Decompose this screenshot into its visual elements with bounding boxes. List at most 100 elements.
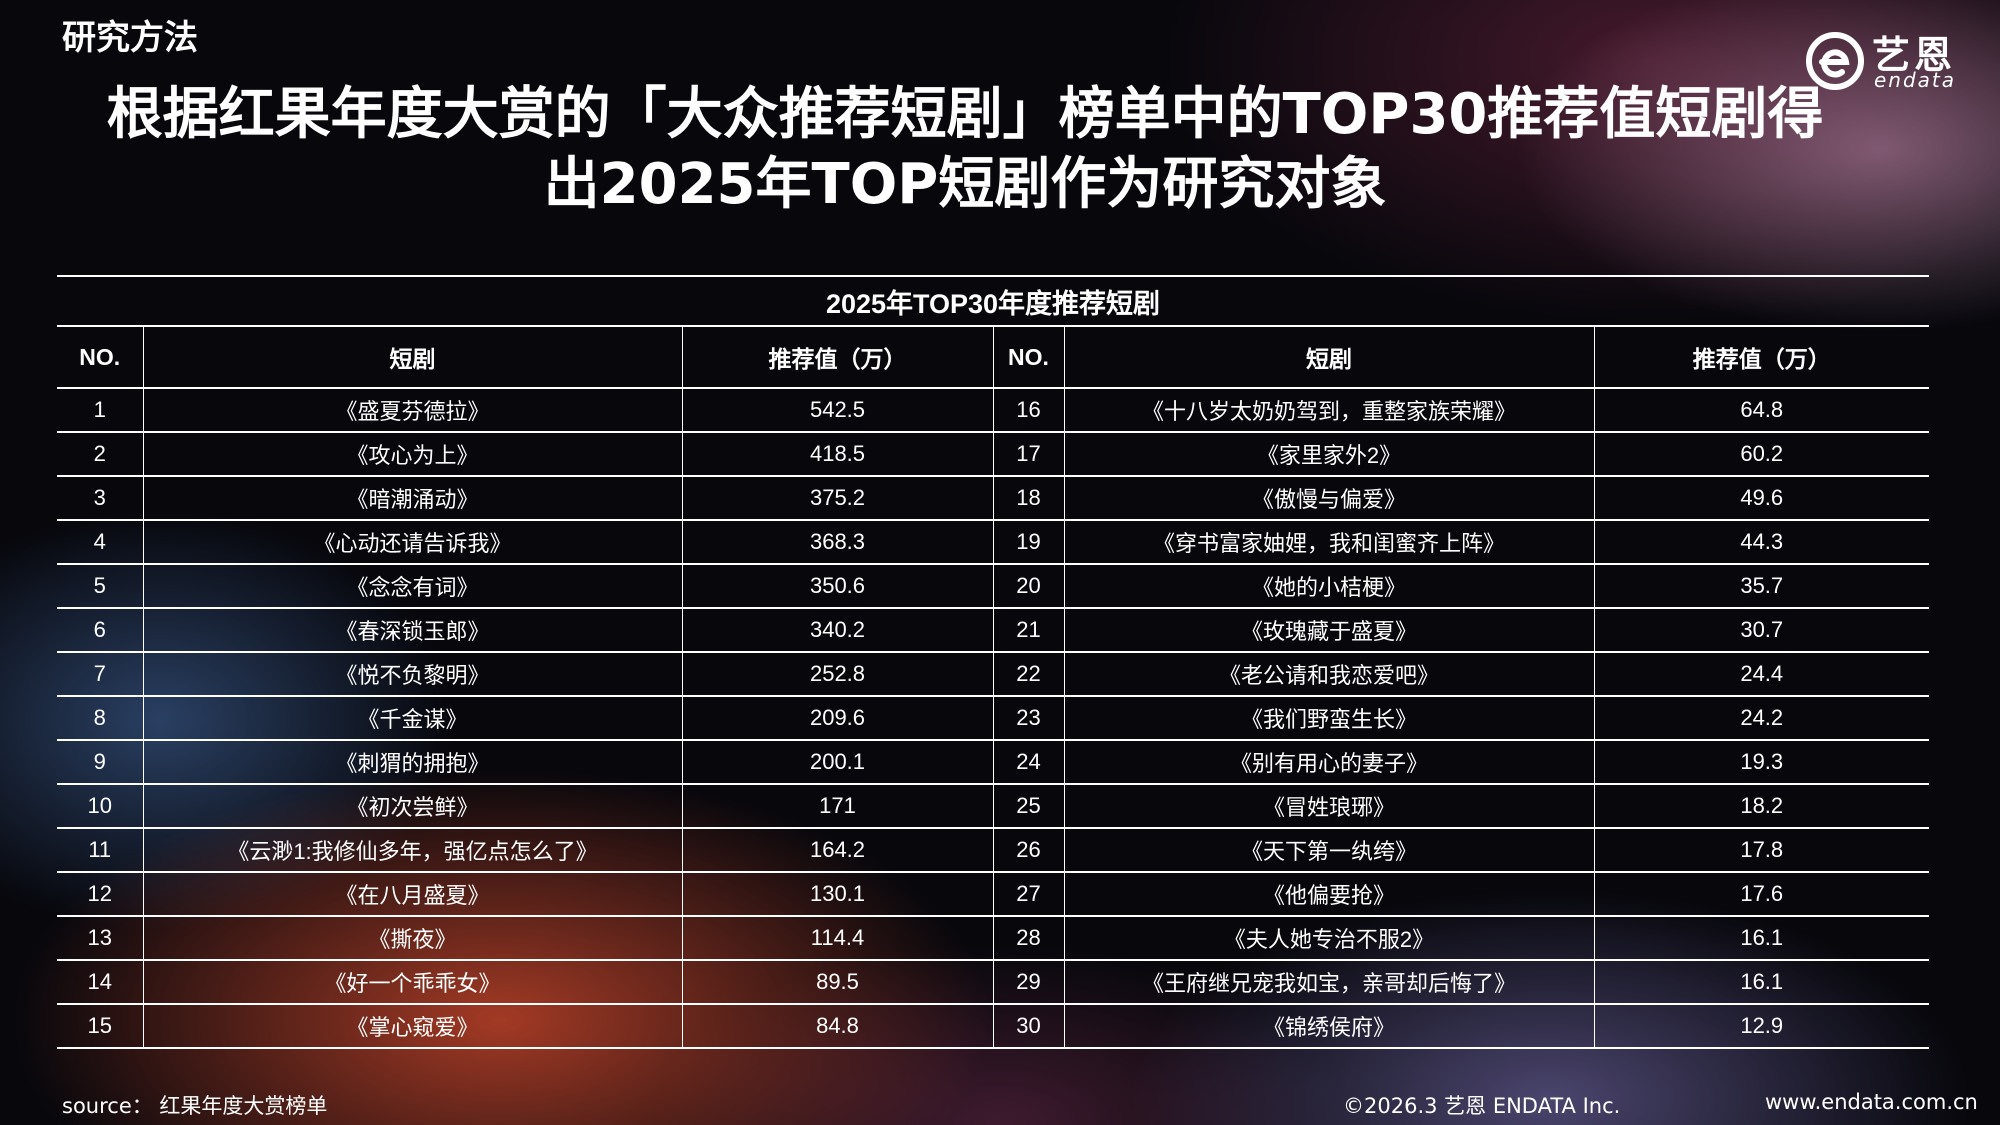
recommend-value-right: 16.1 bbox=[1593, 959, 1929, 1005]
header-value-right: 推荐值（万） bbox=[1593, 325, 1929, 389]
table-row: 2 《攻心为上》 418.5 17 《家里家外2》 60.2 bbox=[57, 431, 1929, 477]
drama-name-left: 《暗潮涌动》 bbox=[142, 475, 682, 521]
drama-name-right: 《家里家外2》 bbox=[1063, 431, 1594, 477]
rank-no-left: 3 bbox=[57, 475, 143, 521]
table-row: 3 《暗潮涌动》 375.2 18 《傲慢与偏爱》 49.6 bbox=[57, 475, 1929, 521]
recommend-value-left: 89.5 bbox=[681, 959, 993, 1005]
table-row: 8 《千金谋》 209.6 23 《我们野蛮生长》 24.2 bbox=[57, 695, 1929, 741]
rank-no-left: 2 bbox=[57, 431, 143, 477]
rank-no-right: 27 bbox=[992, 871, 1064, 917]
rank-no-left: 8 bbox=[57, 695, 143, 741]
drama-name-left: 《悦不负黎明》 bbox=[142, 651, 682, 697]
recommend-value-right: 49.6 bbox=[1593, 475, 1929, 521]
rank-no-left: 5 bbox=[57, 563, 143, 609]
drama-name-right: 《冒姓琅琊》 bbox=[1063, 783, 1594, 829]
recommend-value-right: 24.4 bbox=[1593, 651, 1929, 697]
table-row: 10 《初次尝鲜》 171 25 《冒姓琅琊》 18.2 bbox=[57, 783, 1929, 829]
rank-no-right: 25 bbox=[992, 783, 1064, 829]
logo-cn-text: 艺恩 bbox=[1872, 33, 1957, 77]
rank-no-left: 7 bbox=[57, 651, 143, 697]
header-drama-right: 短剧 bbox=[1063, 325, 1594, 389]
rank-no-right: 24 bbox=[992, 739, 1064, 785]
drama-name-left: 《春深锁玉郎》 bbox=[142, 607, 682, 653]
recommend-value-right: 17.6 bbox=[1593, 871, 1929, 917]
logo-en-text: endata bbox=[1874, 68, 1957, 92]
drama-name-left: 《撕夜》 bbox=[142, 915, 682, 961]
recommend-value-right: 44.3 bbox=[1593, 519, 1929, 565]
drama-name-left: 《初次尝鲜》 bbox=[142, 783, 682, 829]
recommend-value-left: 542.5 bbox=[681, 387, 993, 433]
table-row: 5 《念念有词》 350.6 20 《她的小桔梗》 35.7 bbox=[57, 563, 1929, 609]
rank-no-right: 21 bbox=[992, 607, 1064, 653]
recommend-value-right: 18.2 bbox=[1593, 783, 1929, 829]
table-body: 1 《盛夏芬德拉》 542.5 16 《十八岁太奶奶驾到，重整家族荣耀》 64.8 2 《攻心… bbox=[57, 387, 1929, 1049]
recommend-value-left: 84.8 bbox=[681, 1003, 993, 1049]
website-url: www.endata.com.cn bbox=[1765, 1090, 1978, 1114]
table-row: 4 《心动还请告诉我》 368.3 19 《穿书富家妯娌，我和闺蜜齐上阵》 44.3 bbox=[57, 519, 1929, 565]
recommend-value-right: 35.7 bbox=[1593, 563, 1929, 609]
source-note: source： 红果年度大赏榜单 bbox=[62, 1094, 328, 1118]
recommend-value-left: 209.6 bbox=[681, 695, 993, 741]
title-line-1: 根据红果年度大赏的「大众推荐短剧」榜单中的TOP30推荐值短剧得 bbox=[106, 82, 1824, 147]
header-value-left: 推荐值（万） bbox=[681, 325, 993, 389]
recommend-value-right: 60.2 bbox=[1593, 431, 1929, 477]
recommend-value-right: 12.9 bbox=[1593, 1003, 1929, 1049]
header-drama-left: 短剧 bbox=[142, 325, 682, 389]
recommend-value-right: 16.1 bbox=[1593, 915, 1929, 961]
table-row: 15 《掌心窥爱》 84.8 30 《锦绣侯府》 12.9 bbox=[57, 1003, 1929, 1049]
rank-no-right: 30 bbox=[992, 1003, 1064, 1049]
drama-name-left: 《盛夏芬德拉》 bbox=[142, 387, 682, 433]
header-no-right: NO. bbox=[992, 325, 1064, 389]
endata-logo: 艺恩 endata bbox=[1806, 30, 1976, 92]
recommend-value-right: 64.8 bbox=[1593, 387, 1929, 433]
table-row: 11 《云渺1:我修仙多年，强亿点怎么了》 164.2 26 《天下第一纨绔》 17.8 bbox=[57, 827, 1929, 873]
drama-name-left: 《云渺1:我修仙多年，强亿点怎么了》 bbox=[142, 827, 682, 873]
recommend-value-left: 200.1 bbox=[681, 739, 993, 785]
rank-no-left: 13 bbox=[57, 915, 143, 961]
recommend-value-left: 164.2 bbox=[681, 827, 993, 873]
title-line-2: 出2025年TOP短剧作为研究对象 bbox=[543, 152, 1387, 217]
drama-name-left: 《念念有词》 bbox=[142, 563, 682, 609]
drama-name-right: 《别有用心的妻子》 bbox=[1063, 739, 1594, 785]
recommend-value-left: 130.1 bbox=[681, 871, 993, 917]
drama-name-left: 《千金谋》 bbox=[142, 695, 682, 741]
page-title: 根据红果年度大赏的「大众推荐短剧」榜单中的TOP30推荐值短剧得 出2025年T… bbox=[0, 80, 1930, 220]
rank-no-right: 16 bbox=[992, 387, 1064, 433]
recommend-value-left: 114.4 bbox=[681, 915, 993, 961]
rank-no-right: 23 bbox=[992, 695, 1064, 741]
rank-no-right: 29 bbox=[992, 959, 1064, 1005]
recommend-value-right: 17.8 bbox=[1593, 827, 1929, 873]
rank-no-right: 19 bbox=[992, 519, 1064, 565]
drama-name-right: 《夫人她专治不服2》 bbox=[1063, 915, 1594, 961]
drama-name-right: 《傲慢与偏爱》 bbox=[1063, 475, 1594, 521]
drama-name-left: 《攻心为上》 bbox=[142, 431, 682, 477]
rank-no-left: 11 bbox=[57, 827, 143, 873]
drama-name-right: 《十八岁太奶奶驾到，重整家族荣耀》 bbox=[1063, 387, 1594, 433]
recommend-value-right: 19.3 bbox=[1593, 739, 1929, 785]
copyright: ©2026.3 艺恩 ENDATA Inc. bbox=[1343, 1094, 1621, 1118]
recommend-value-left: 350.6 bbox=[681, 563, 993, 609]
rank-no-right: 18 bbox=[992, 475, 1064, 521]
drama-name-left: 《好一个乖乖女》 bbox=[142, 959, 682, 1005]
table-caption: 2025年TOP30年度推荐短剧 bbox=[57, 275, 1929, 327]
drama-name-right: 《玫瑰藏于盛夏》 bbox=[1063, 607, 1594, 653]
recommend-value-right: 30.7 bbox=[1593, 607, 1929, 653]
recommend-value-left: 418.5 bbox=[681, 431, 993, 477]
drama-name-right: 《老公请和我恋爱吧》 bbox=[1063, 651, 1594, 697]
drama-name-right: 《她的小桔梗》 bbox=[1063, 563, 1594, 609]
table-row: 12 《在八月盛夏》 130.1 27 《他偏要抢》 17.6 bbox=[57, 871, 1929, 917]
rank-no-left: 15 bbox=[57, 1003, 143, 1049]
recommend-value-right: 24.2 bbox=[1593, 695, 1929, 741]
rank-no-right: 20 bbox=[992, 563, 1064, 609]
rank-no-left: 14 bbox=[57, 959, 143, 1005]
rank-no-left: 1 bbox=[57, 387, 143, 433]
drama-name-right: 《锦绣侯府》 bbox=[1063, 1003, 1594, 1049]
drama-name-left: 《在八月盛夏》 bbox=[142, 871, 682, 917]
table-row: 9 《刺猬的拥抱》 200.1 24 《别有用心的妻子》 19.3 bbox=[57, 739, 1929, 785]
table-row: 13 《撕夜》 114.4 28 《夫人她专治不服2》 16.1 bbox=[57, 915, 1929, 961]
drama-name-right: 《他偏要抢》 bbox=[1063, 871, 1594, 917]
rank-no-right: 28 bbox=[992, 915, 1064, 961]
table-row: 7 《悦不负黎明》 252.8 22 《老公请和我恋爱吧》 24.4 bbox=[57, 651, 1929, 697]
recommend-value-left: 171 bbox=[681, 783, 993, 829]
table-row: 1 《盛夏芬德拉》 542.5 16 《十八岁太奶奶驾到，重整家族荣耀》 64.8 bbox=[57, 387, 1929, 433]
